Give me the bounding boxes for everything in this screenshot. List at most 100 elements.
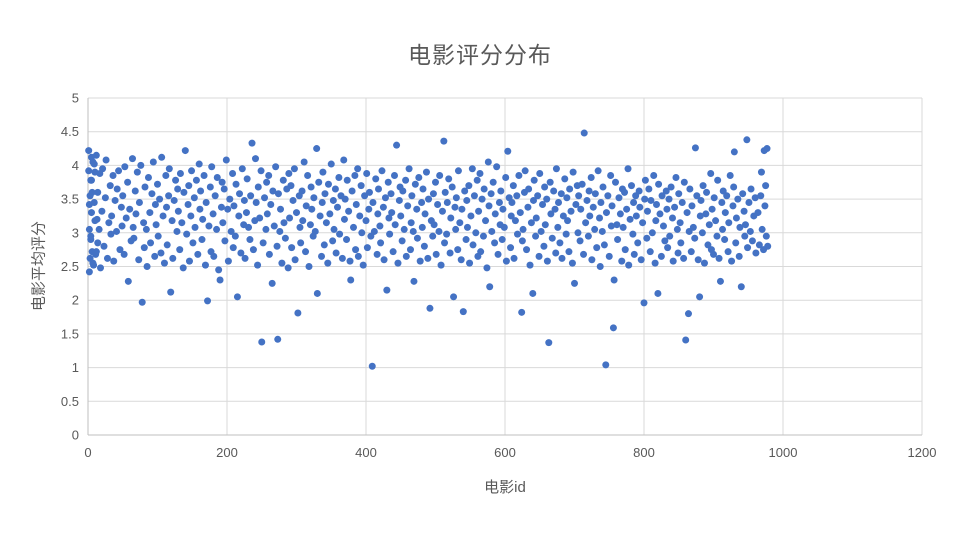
data-point (454, 246, 462, 254)
data-point (176, 169, 184, 177)
data-point (313, 145, 321, 153)
data-point (413, 234, 421, 242)
data-point (174, 185, 182, 193)
data-point (173, 227, 181, 235)
data-point (100, 242, 108, 250)
data-point (693, 192, 701, 200)
data-point (593, 244, 601, 252)
data-point (563, 194, 571, 202)
data-point (625, 261, 633, 269)
data-point (495, 198, 503, 206)
data-point (557, 190, 565, 198)
data-point (451, 203, 459, 211)
data-point (713, 232, 721, 240)
data-point (327, 160, 335, 168)
data-point (245, 223, 253, 231)
data-point (334, 203, 342, 211)
data-point (241, 254, 249, 262)
data-point (116, 246, 124, 254)
data-point (568, 259, 576, 267)
data-point (541, 183, 549, 191)
data-point (596, 263, 604, 270)
data-point (409, 227, 417, 235)
data-point (626, 215, 634, 223)
data-point (273, 242, 281, 250)
data-point (598, 227, 606, 235)
data-point (463, 196, 471, 204)
data-point (584, 232, 592, 240)
data-point (724, 248, 732, 256)
data-point (437, 261, 445, 269)
data-point (475, 207, 483, 215)
data-point (607, 222, 615, 230)
data-point (507, 212, 515, 220)
data-point (87, 176, 95, 184)
data-point (278, 259, 286, 267)
data-point (362, 217, 370, 225)
data-point (519, 225, 527, 233)
data-point (462, 236, 470, 244)
y-tick-label: 3.5 (61, 192, 79, 207)
data-point (757, 168, 765, 176)
data-point (703, 188, 711, 196)
data-point (243, 175, 251, 183)
data-point (85, 147, 93, 155)
data-point (233, 293, 241, 301)
data-point (204, 297, 212, 305)
data-point (388, 209, 396, 217)
data-point (458, 205, 466, 213)
data-point (194, 250, 202, 258)
data-point (267, 200, 275, 208)
data-point (402, 252, 410, 260)
data-point (115, 167, 123, 175)
data-point (302, 248, 310, 256)
data-point (385, 214, 393, 222)
data-point (434, 200, 442, 208)
data-point (157, 249, 165, 257)
data-point (589, 203, 597, 211)
data-point (258, 338, 266, 346)
data-point (764, 242, 772, 250)
data-point (411, 180, 419, 188)
data-point (619, 223, 627, 231)
data-point (279, 176, 287, 184)
data-point (532, 214, 540, 222)
data-point (741, 232, 749, 240)
data-point (232, 180, 240, 188)
y-tick-label: 2 (72, 293, 79, 308)
data-point (97, 264, 105, 272)
data-point (313, 289, 321, 297)
data-point (197, 187, 205, 195)
x-tick-label: 1200 (908, 445, 937, 460)
data-point (656, 210, 664, 218)
data-point (254, 261, 262, 269)
data-point (527, 219, 535, 227)
data-point (587, 174, 595, 182)
y-tick-label: 0.5 (61, 394, 79, 409)
data-point (699, 182, 707, 190)
data-point (440, 137, 448, 145)
data-point (365, 188, 373, 196)
data-point (138, 298, 146, 306)
data-point (90, 261, 98, 269)
data-point (329, 237, 337, 245)
data-point (276, 227, 284, 235)
data-point (486, 283, 494, 291)
data-point (321, 190, 329, 198)
data-point (621, 246, 629, 254)
data-point (302, 202, 310, 210)
data-point (94, 239, 102, 247)
data-point (539, 200, 547, 208)
data-point (368, 362, 376, 370)
data-point (256, 214, 264, 222)
data-point (438, 207, 446, 215)
data-point (402, 176, 410, 184)
data-point (696, 212, 704, 220)
data-point (422, 168, 430, 176)
data-point (410, 277, 418, 285)
data-point (705, 221, 713, 229)
data-point (430, 221, 438, 229)
data-point (447, 214, 455, 222)
data-point (529, 289, 537, 297)
data-point (680, 178, 688, 186)
